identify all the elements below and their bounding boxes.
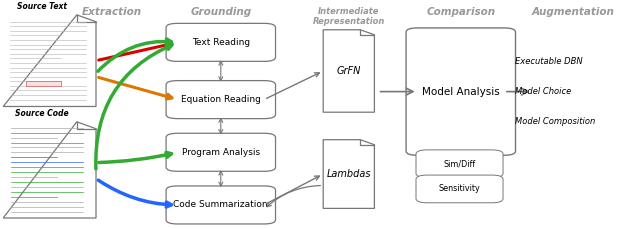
- Bar: [26, 81, 61, 86]
- FancyBboxPatch shape: [166, 23, 275, 61]
- Text: Source Code: Source Code: [15, 109, 69, 118]
- Polygon shape: [323, 30, 374, 112]
- Polygon shape: [3, 122, 96, 218]
- Text: Equation Reading: Equation Reading: [181, 95, 260, 104]
- FancyBboxPatch shape: [166, 81, 275, 119]
- Text: Lambdas: Lambdas: [326, 169, 371, 179]
- Text: Sim/Diff: Sim/Diff: [444, 159, 476, 168]
- FancyBboxPatch shape: [166, 133, 275, 171]
- Text: Program Analysis: Program Analysis: [182, 148, 260, 157]
- Text: Code Summarization: Code Summarization: [173, 200, 268, 210]
- FancyBboxPatch shape: [416, 150, 503, 178]
- FancyBboxPatch shape: [416, 175, 503, 203]
- Text: GrFN: GrFN: [337, 66, 361, 76]
- Text: Source Text: Source Text: [17, 3, 67, 11]
- Text: Executable DBN: Executable DBN: [515, 57, 583, 66]
- Text: Sensitivity: Sensitivity: [438, 184, 481, 194]
- Text: Augmentation: Augmentation: [531, 7, 614, 17]
- Text: Model Choice: Model Choice: [515, 87, 572, 96]
- Text: Text Reading: Text Reading: [192, 38, 250, 47]
- Text: Model Analysis: Model Analysis: [422, 87, 500, 97]
- Polygon shape: [323, 140, 374, 208]
- Text: Grounding: Grounding: [190, 7, 252, 17]
- Text: Extraction: Extraction: [82, 7, 142, 17]
- Text: Comparison: Comparison: [426, 7, 495, 17]
- FancyBboxPatch shape: [406, 28, 516, 155]
- FancyBboxPatch shape: [166, 186, 275, 224]
- Text: Model Composition: Model Composition: [515, 117, 595, 126]
- Text: Intermediate
Representation: Intermediate Representation: [312, 7, 385, 26]
- Polygon shape: [3, 15, 96, 106]
